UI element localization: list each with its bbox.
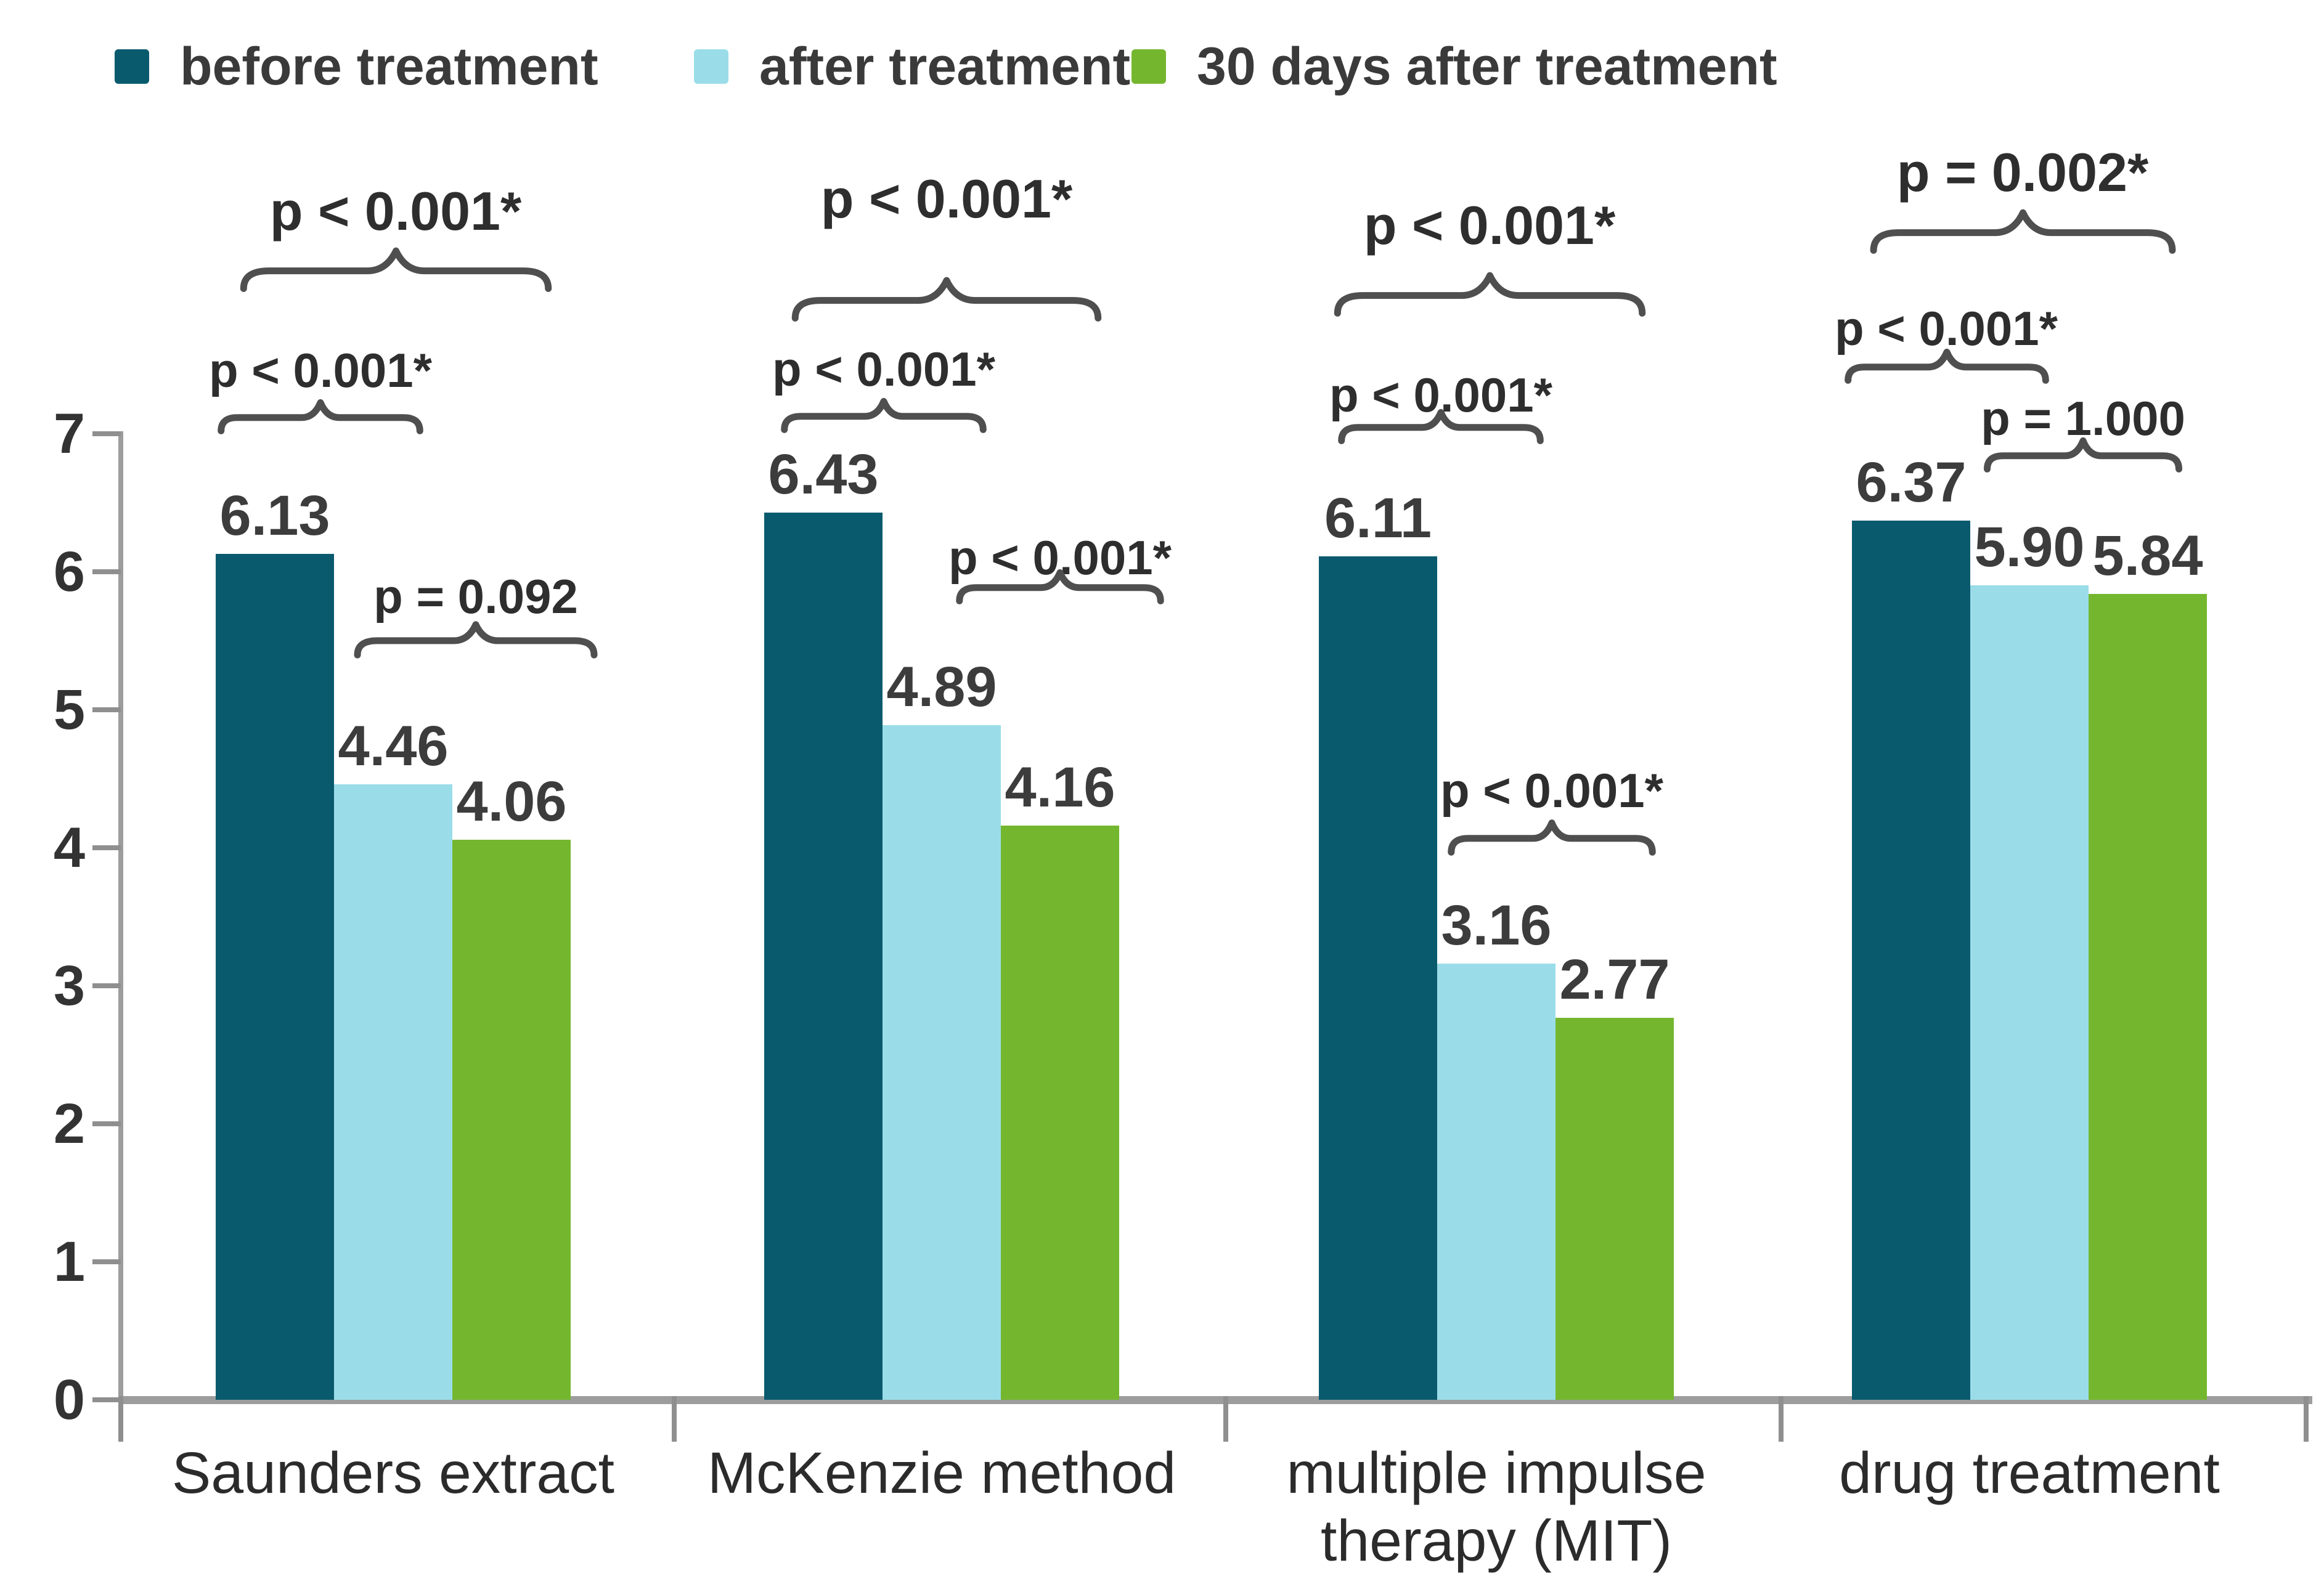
brace-icon	[237, 246, 555, 291]
bar-saunders-before	[216, 553, 334, 1400]
p-value-label: p < 0.001*	[1440, 763, 1664, 818]
value-label: 5.90	[1974, 516, 2085, 579]
brace-icon	[1331, 271, 1649, 315]
legend-item-30-days-after-treatment: 30 days after treatment	[1131, 36, 1777, 97]
bar-mit-after	[1437, 964, 1555, 1400]
legend-swatch-30-days-after-treatment	[1131, 49, 1166, 84]
brace-icon	[955, 569, 1165, 603]
bar-mckenzie-before	[764, 512, 883, 1400]
p-value-label: p = 0.002*	[1896, 142, 2149, 203]
bar-mit-before	[1319, 556, 1437, 1400]
y-tick	[92, 1397, 121, 1402]
brace-icon	[1337, 409, 1544, 442]
bar-mckenzie-after	[883, 725, 1001, 1400]
y-tick	[92, 845, 121, 850]
y-tick	[92, 1121, 121, 1126]
p-value-label: p < 0.001*	[1363, 195, 1616, 256]
y-tick-label: 2	[53, 1092, 85, 1155]
p-value-label: p = 0.092	[373, 569, 578, 623]
brace-icon	[780, 398, 987, 431]
legend-label: after treatment	[759, 37, 1131, 96]
x-category-mckenzie: McKenzie method	[707, 1440, 1176, 1506]
brace-icon	[1983, 437, 2183, 471]
x-tick	[2304, 1396, 2309, 1442]
value-label: 6.37	[1856, 451, 1967, 514]
p-value-label: p = 1.000	[1981, 391, 2185, 445]
value-label: 6.43	[768, 442, 879, 506]
x-axis-line	[118, 1396, 2312, 1404]
p-value-label: p < 0.001*	[772, 342, 996, 396]
legend-label: 30 days after treatment	[1197, 37, 1777, 96]
legend-label: before treatment	[180, 37, 598, 96]
value-label: 4.46	[338, 714, 449, 778]
p-value-label: p < 0.001*	[1834, 301, 2058, 355]
x-category-saunders: Saunders extract	[171, 1440, 615, 1506]
value-label: 4.16	[1005, 756, 1115, 819]
y-tick-label: 6	[53, 540, 85, 603]
y-tick	[92, 431, 121, 436]
y-tick	[92, 983, 121, 988]
brace-icon	[789, 276, 1104, 320]
x-tick	[672, 1396, 677, 1442]
y-tick-label: 1	[53, 1230, 85, 1293]
p-value-label: p < 0.001*	[269, 181, 522, 242]
legend-swatch-before-treatment	[115, 49, 149, 84]
brace-icon	[217, 399, 424, 433]
brace-icon	[1844, 349, 2050, 382]
value-label: 6.11	[1324, 487, 1432, 550]
x-tick	[1223, 1396, 1228, 1442]
value-label: 4.89	[886, 655, 997, 718]
bar-saunders-30days	[452, 839, 571, 1400]
brace-icon	[353, 621, 599, 657]
legend-item-after-treatment: after treatment	[694, 36, 1130, 97]
bar-saunders-after	[334, 784, 452, 1400]
y-tick	[92, 1259, 121, 1264]
y-tick	[92, 707, 121, 712]
x-category-drug: drug treatment	[1839, 1440, 2220, 1506]
x-category-mit: multiple impulse therapy (MIT)	[1286, 1440, 1706, 1574]
p-value-label: p < 0.001*	[820, 168, 1073, 229]
x-tick	[118, 1396, 123, 1442]
value-label: 6.13	[219, 484, 330, 547]
bar-mit-30days	[1555, 1017, 1674, 1400]
x-tick	[1779, 1396, 1784, 1442]
brace-icon	[1447, 819, 1657, 854]
bar-mckenzie-30days	[1001, 826, 1119, 1400]
y-tick-label: 0	[53, 1368, 85, 1431]
brace-icon	[1867, 208, 2179, 253]
value-label: 3.16	[1441, 894, 1552, 957]
p-value-label: p < 0.001*	[208, 343, 433, 397]
legend-item-before-treatment: before treatment	[115, 36, 598, 97]
value-label: 4.06	[456, 770, 567, 833]
bar-drug-after	[1970, 585, 2089, 1400]
y-axis-line	[118, 431, 123, 1400]
value-label: 2.77	[1559, 948, 1670, 1011]
value-label: 5.84	[2092, 524, 2203, 587]
bar-drug-before	[1852, 521, 1970, 1400]
legend-swatch-after-treatment	[694, 49, 728, 84]
bar-drug-30days	[2089, 593, 2207, 1400]
y-tick	[92, 569, 121, 574]
y-tick-label: 7	[53, 402, 85, 465]
y-tick-label: 3	[53, 954, 85, 1017]
y-tick-label: 4	[53, 816, 85, 879]
y-tick-label: 5	[53, 678, 85, 741]
